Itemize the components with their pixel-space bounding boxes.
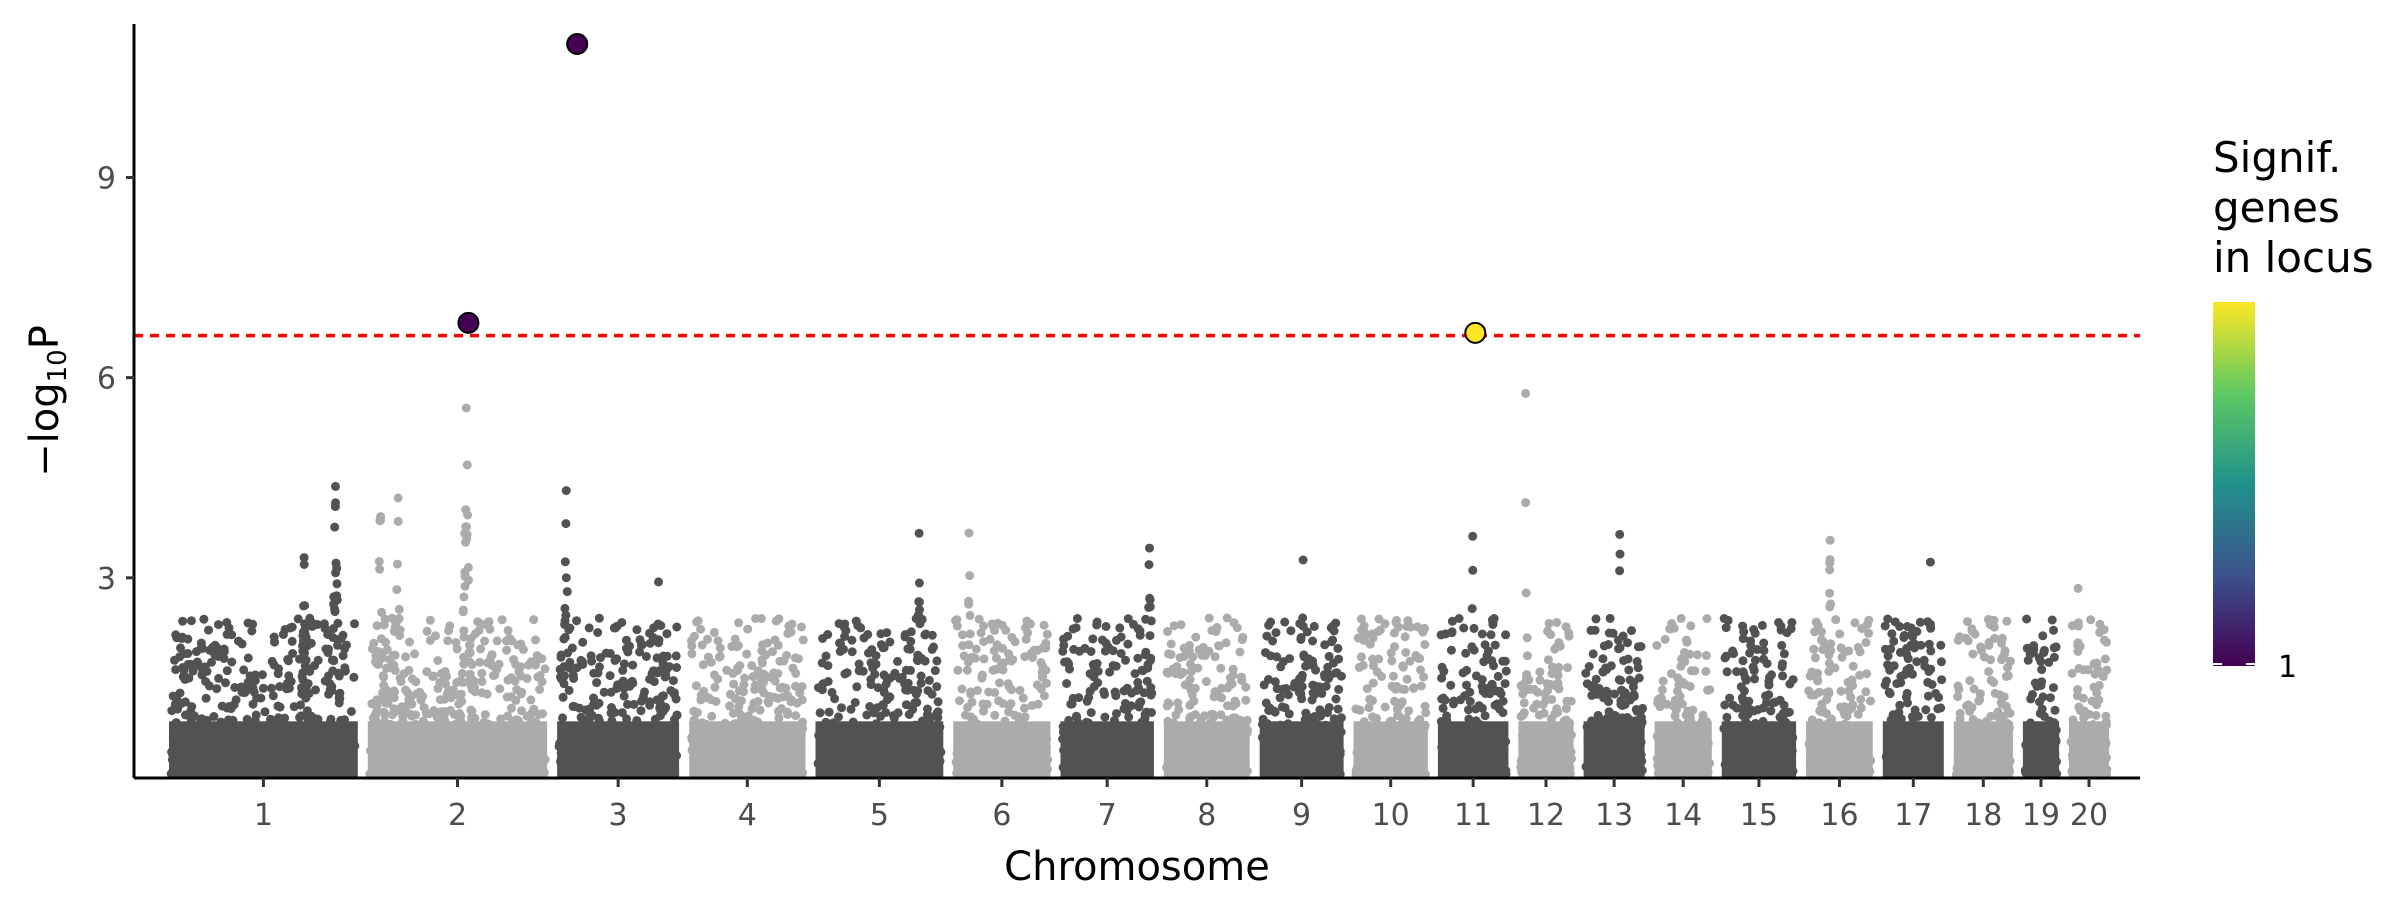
x-ticks: 1 2 3 4 5 6 7 8 9 10 11 12 13 14 15 16 17 18 19 20	[254, 778, 2108, 833]
chromosome-19-points	[2020, 614, 2062, 780]
x-tick-label-14: 14	[1664, 798, 1702, 833]
legend-title-line-1: Signif.	[2213, 133, 2341, 182]
significant-hit-2	[566, 33, 589, 55]
chromosome-16-points	[1804, 535, 1876, 780]
chromosome-8-points	[1162, 613, 1253, 779]
chromosome-5-points	[813, 528, 946, 779]
x-tick-label-11: 11	[1454, 798, 1492, 833]
legend: Signif. genes in locus 1	[2213, 133, 2374, 685]
legend-tick-label: 1	[2278, 650, 2297, 685]
y-axis-title-prefix: −log	[22, 382, 68, 477]
x-tick-label-7: 7	[1098, 798, 1117, 833]
chromosome-17-points	[1880, 557, 1947, 779]
legend-title-line-3: in locus	[2213, 233, 2374, 282]
significant-hits	[457, 33, 1487, 344]
y-tick-label: 6	[97, 362, 116, 397]
chromosome-11-points	[1436, 531, 1511, 779]
chromosome-18-points	[1951, 614, 2015, 779]
chromosome-14-points	[1652, 613, 1715, 780]
x-axis-title: Chromosome	[1004, 844, 1270, 890]
chromosome-13-points	[1581, 529, 1648, 779]
chromosome-3-points	[554, 486, 682, 779]
x-tick-label-8: 8	[1197, 798, 1216, 833]
significant-hit-1	[457, 311, 480, 334]
y-axis-title: −log10P	[22, 325, 73, 477]
y-ticks: 3 6 9	[97, 161, 134, 597]
chromosome-2-points	[365, 403, 550, 780]
chromosome-6-points	[951, 528, 1053, 780]
chromosome-1-points	[166, 481, 360, 780]
snp-points	[166, 388, 2112, 780]
x-tick-label-19: 19	[2022, 798, 2060, 833]
chromosome-10-points	[1351, 614, 1431, 780]
chromosome-20-points	[2066, 583, 2112, 779]
significant-hit-3	[1464, 321, 1487, 344]
x-tick-label-13: 13	[1595, 798, 1633, 833]
x-tick-label-18: 18	[1964, 798, 2002, 833]
x-tick-label-6: 6	[992, 798, 1011, 833]
x-tick-label-9: 9	[1292, 798, 1311, 833]
legend-colorbar	[2213, 302, 2255, 666]
chromosome-9-points	[1257, 555, 1346, 779]
x-tick-label-5: 5	[870, 798, 889, 833]
y-tick-label: 9	[97, 161, 116, 196]
y-axis-title-subscript: 10	[43, 349, 73, 382]
chromosome-4-points	[686, 614, 808, 780]
x-tick-label-20: 20	[2070, 798, 2108, 833]
legend-title-line-2: genes	[2213, 183, 2340, 232]
x-tick-label-10: 10	[1372, 798, 1410, 833]
chromosome-12-points	[1516, 388, 1576, 779]
x-tick-label-15: 15	[1740, 798, 1778, 833]
y-axis-title-suffix: P	[22, 325, 68, 349]
x-tick-label-3: 3	[609, 798, 628, 833]
x-tick-label-4: 4	[738, 798, 757, 833]
x-tick-label-2: 2	[448, 798, 467, 833]
x-tick-label-1: 1	[254, 798, 273, 833]
y-tick-label: 3	[97, 562, 116, 597]
x-tick-label-12: 12	[1527, 798, 1565, 833]
x-tick-label-17: 17	[1894, 798, 1932, 833]
chromosome-15-points	[1719, 614, 1798, 779]
x-tick-label-16: 16	[1820, 798, 1858, 833]
chromosome-7-points	[1058, 543, 1157, 779]
